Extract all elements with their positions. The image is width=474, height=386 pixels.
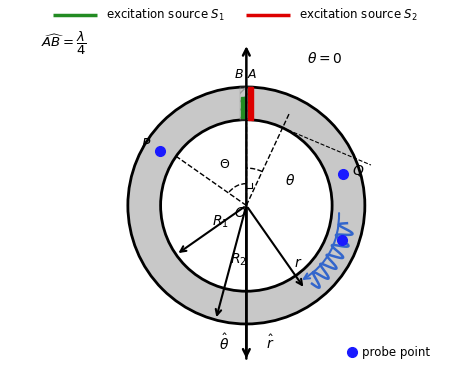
Text: $R_1$: $R_1$	[212, 214, 229, 230]
Text: $r$: $r$	[294, 256, 302, 269]
Text: P: P	[142, 137, 150, 151]
Text: $\hat{r}$: $\hat{r}$	[265, 334, 274, 352]
Text: $\theta = 0$: $\theta = 0$	[307, 51, 342, 66]
Text: probe point: probe point	[362, 345, 430, 359]
Text: $\theta$: $\theta$	[285, 173, 295, 188]
Text: $\Theta$: $\Theta$	[219, 158, 230, 171]
Circle shape	[161, 120, 332, 291]
Text: excitation source $S_2$: excitation source $S_2$	[300, 7, 418, 23]
Text: O: O	[234, 206, 245, 220]
Text: Q: Q	[352, 164, 363, 178]
Text: $\widehat{AB}=\dfrac{\lambda}{4}$: $\widehat{AB}=\dfrac{\lambda}{4}$	[41, 30, 86, 57]
Bar	[241, 97, 245, 118]
Text: $\hat{\theta}$: $\hat{\theta}$	[219, 333, 229, 353]
Bar	[248, 87, 253, 120]
Text: $R_2$: $R_2$	[230, 251, 247, 268]
Text: A: A	[248, 68, 256, 81]
Circle shape	[128, 87, 365, 324]
Text: excitation source $S_1$: excitation source $S_1$	[106, 7, 225, 23]
Text: B: B	[234, 68, 243, 81]
Bar	[240, 87, 253, 120]
